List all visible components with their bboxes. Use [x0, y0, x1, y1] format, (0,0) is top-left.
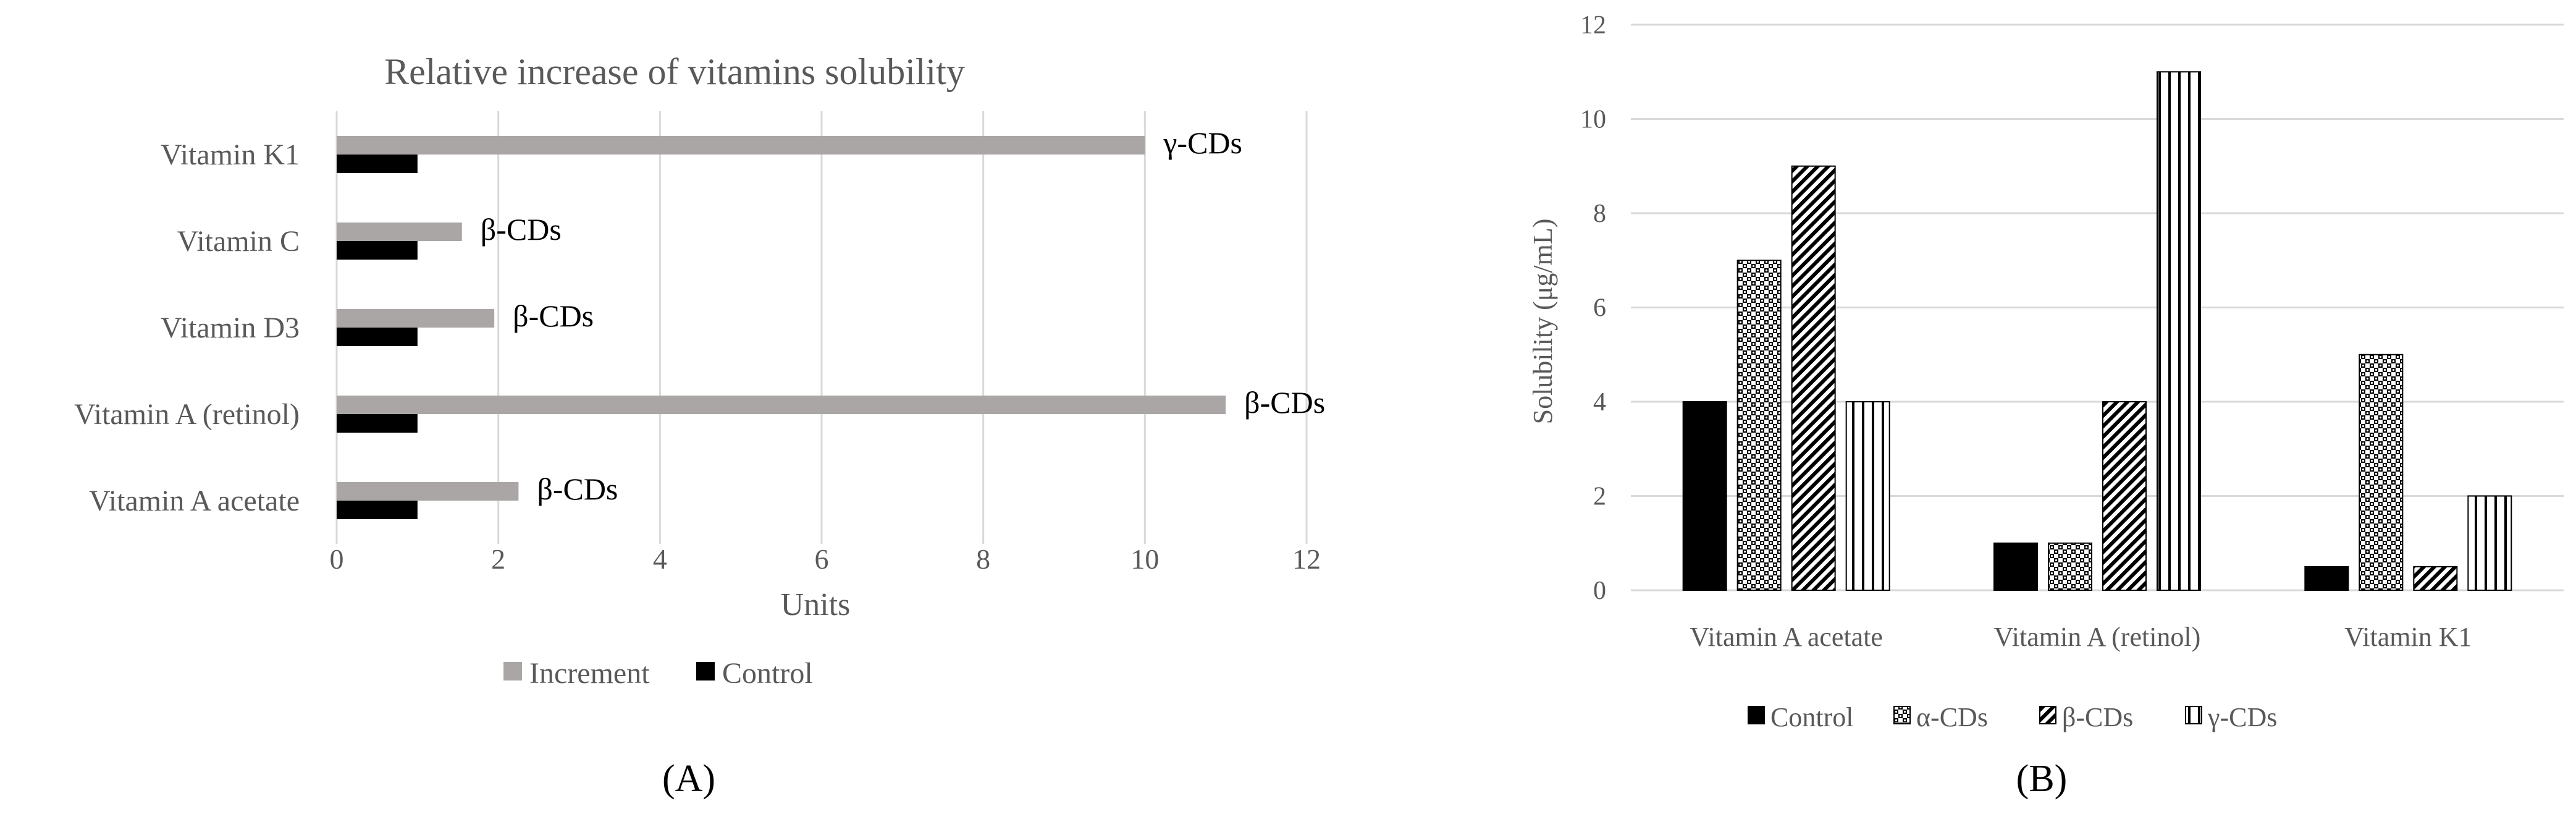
panel-label-b: (B) [2016, 758, 2068, 800]
y-tick-label: 12 [1580, 11, 1606, 40]
bar-increment [337, 309, 495, 328]
panel-label-a: (A) [662, 758, 715, 800]
chart-b-category-labels: Vitamin A acetate Vitamin A (retinol) Vita… [1690, 622, 2472, 652]
bar-increment [337, 136, 1145, 155]
category-label: Vitamin A (retinol) [1994, 622, 2201, 652]
y-tick-label: 2 [1593, 483, 1606, 511]
bar-gamma-cds [2467, 495, 2512, 591]
bar-gamma-cds [1845, 401, 1890, 591]
y-tick-label: 0 [1593, 577, 1606, 605]
y-tick-label: 10 [1580, 106, 1606, 134]
chart-a-bars [337, 136, 1226, 519]
legend-swatch [2185, 706, 2202, 724]
x-tick-label: 10 [1130, 543, 1159, 575]
bar-control [1993, 542, 2038, 591]
chart-a-category-labels: Vitamin K1 Vitamin C Vitamin D3 Vitamin A (… [74, 138, 300, 517]
y-tick-label: 8 [1593, 200, 1606, 228]
x-tick-label: 4 [653, 543, 667, 575]
legend-swatch [696, 662, 715, 680]
x-tick-label: 0 [330, 543, 344, 575]
legend-label: γ-CDs [2207, 702, 2277, 732]
bar-beta-cds [1791, 165, 1836, 591]
bar-alpha-cds [2048, 542, 2092, 591]
chart-a-x-tick-labels: 0 2 4 6 8 10 12 [330, 543, 1321, 575]
chart-a: Relative increase of vitamins solubility… [74, 51, 1325, 690]
legend-label: Increment [529, 657, 650, 690]
bar-control [1682, 401, 1727, 591]
chart-b-y-tick-labels: 0 2 4 6 8 10 12 [1580, 11, 1606, 605]
bar-annotation: β-CDs [481, 212, 562, 247]
bar-control [337, 241, 418, 260]
bar-gamma-cds [2157, 71, 2201, 591]
chart-a-title: Relative increase of vitamins solubility [384, 51, 965, 92]
category-label: Vitamin C [177, 225, 300, 258]
category-label: Vitamin K1 [161, 138, 300, 171]
chart-a-gridlines [335, 111, 1308, 544]
y-tick-label: 4 [1593, 388, 1606, 417]
category-label: Vitamin D3 [161, 312, 300, 344]
bar-beta-cds [2102, 401, 2147, 591]
x-tick-label: 8 [976, 543, 990, 575]
legend-swatch [503, 662, 522, 680]
category-label: Vitamin A (retinol) [74, 398, 300, 431]
chart-a-x-axis-label: Units [781, 587, 851, 622]
x-tick-label: 6 [815, 543, 829, 575]
bar-beta-cds [2413, 566, 2458, 591]
category-label: Vitamin A acetate [1690, 622, 1883, 652]
legend-label: Control [722, 657, 813, 690]
legend-swatch [1893, 706, 1911, 724]
bar-annotation: γ-CDs [1163, 125, 1242, 160]
chart-b-gridlines [1631, 23, 2564, 591]
bar-increment [337, 482, 519, 501]
legend-label: Control [1770, 702, 1853, 732]
bar-annotation: β-CDs [537, 472, 618, 506]
bar-control [337, 328, 418, 346]
bar-control [337, 155, 418, 173]
chart-b-legend: Control α-CDs β-CDs γ-CDs [1748, 702, 2277, 732]
chart-b-bars [1682, 71, 2512, 591]
bar-increment [337, 223, 462, 241]
y-tick-label: 6 [1593, 294, 1606, 323]
category-label: Vitamin A acetate [89, 485, 300, 517]
chart-a-legend: Increment Control [503, 657, 813, 690]
bar-alpha-cds [1736, 260, 1782, 591]
bar-control [337, 501, 418, 519]
bar-control [337, 414, 418, 433]
x-tick-label: 12 [1292, 543, 1321, 575]
chart-b-y-axis-label: Solubility (μg/mL) [1528, 219, 1558, 425]
legend-swatch [2039, 706, 2056, 724]
chart-b: 0 2 4 6 8 10 12 Vitamin A acetate Vitamin A (re… [1528, 11, 2564, 732]
bar-annotation: β-CDs [513, 299, 594, 333]
category-label: Vitamin K1 [2344, 622, 2472, 652]
bar-annotation: β-CDs [1244, 385, 1325, 420]
x-tick-label: 2 [491, 543, 505, 575]
legend-label: β-CDs [2062, 702, 2133, 732]
legend-label: α-CDs [1916, 702, 1988, 732]
chart-a-annotations: γ-CDs β-CDs β-CDs β-CDs β-CDs [481, 125, 1325, 506]
bar-control [2304, 566, 2349, 591]
bar-alpha-cds [2359, 354, 2404, 591]
bar-increment [337, 396, 1226, 414]
legend-swatch [1748, 706, 1765, 724]
